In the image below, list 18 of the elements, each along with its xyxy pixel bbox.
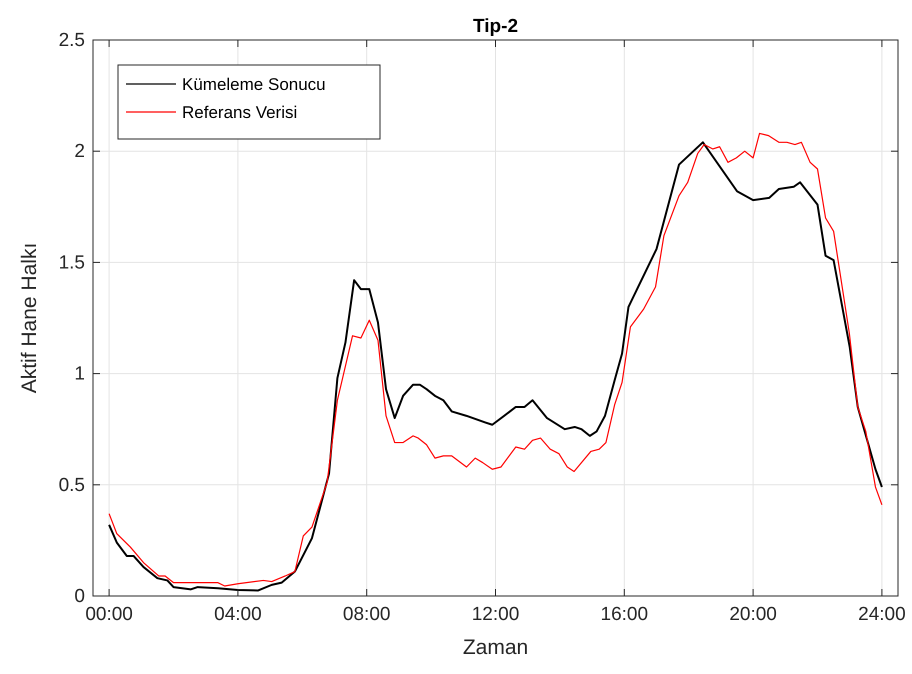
legend-label: Kümeleme Sonucu xyxy=(182,75,326,94)
x-axis-title: Zaman xyxy=(462,636,528,659)
y-axis-title: Aktif Hane Halkı xyxy=(18,242,41,394)
y-tick-label: 2.5 xyxy=(58,30,85,51)
y-tick-label: 0.5 xyxy=(58,474,85,496)
x-tick-label: 12:00 xyxy=(472,604,520,625)
x-tick-label: 24:00 xyxy=(858,604,906,625)
y-tick-label: 2 xyxy=(74,141,85,162)
legend-label: Referans Verisi xyxy=(182,103,298,122)
y-tick-label: 1 xyxy=(74,364,85,385)
chart-title: Tip-2 xyxy=(472,16,518,37)
x-tick-label: 00:00 xyxy=(85,604,133,625)
y-tick-label: 1.5 xyxy=(58,252,85,274)
y-tick-label: 0 xyxy=(74,586,85,607)
x-tick-label: 20:00 xyxy=(729,604,777,625)
x-tick-label: 04:00 xyxy=(214,604,262,625)
x-tick-label: 16:00 xyxy=(600,604,648,625)
x-tick-label: 08:00 xyxy=(342,604,390,625)
